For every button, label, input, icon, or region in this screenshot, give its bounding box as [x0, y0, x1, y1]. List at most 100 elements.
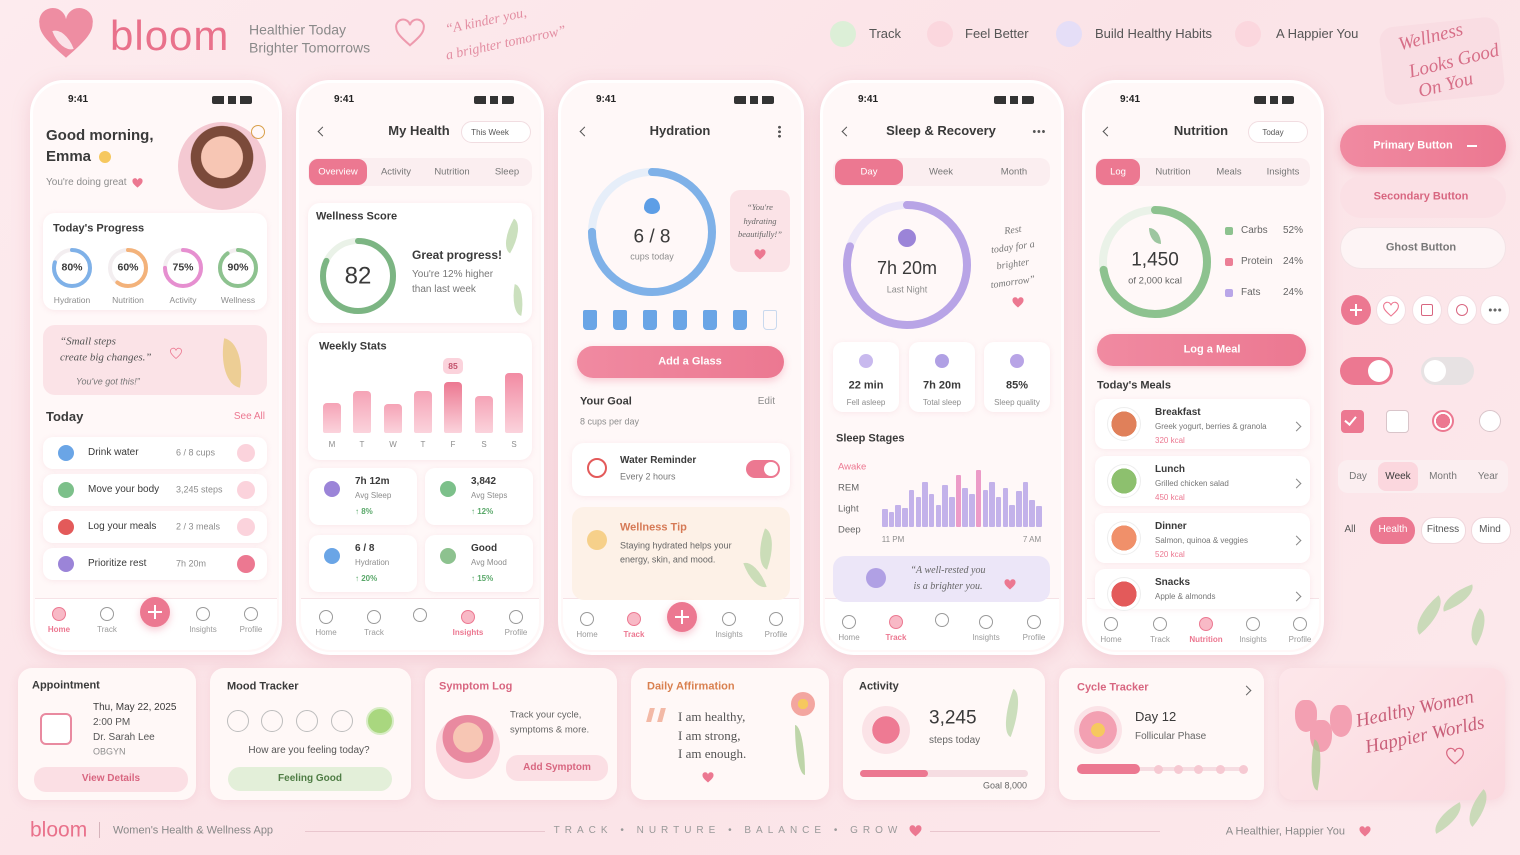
task-check[interactable] [237, 555, 255, 573]
ring-value: 90% [227, 261, 249, 274]
icon-button[interactable] [1376, 295, 1406, 325]
x-tick-label: T [359, 440, 365, 450]
status-icons [212, 96, 252, 104]
text: I am enough. [678, 746, 747, 762]
button[interactable] [1340, 227, 1506, 269]
segment[interactable]: Year [1477, 471, 1499, 482]
checkbox-off[interactable] [1386, 410, 1409, 433]
moon-icon [898, 229, 916, 247]
text: ↑ 8% [355, 507, 373, 517]
sleep-bar [989, 482, 995, 527]
nav-label[interactable]: Home [1100, 635, 1122, 645]
text: Last Night [886, 284, 928, 295]
task-check[interactable] [237, 481, 255, 499]
nav-label[interactable]: Home [838, 633, 860, 643]
text: Today's Progress [53, 222, 145, 235]
tab[interactable]: Insights [1266, 166, 1300, 178]
text: 52% [1282, 225, 1303, 236]
nav-label[interactable]: Track [364, 628, 384, 638]
icon-button[interactable] [1412, 295, 1442, 325]
ring-progress [588, 168, 716, 296]
tab[interactable]: Day [860, 166, 878, 178]
button[interactable] [228, 767, 392, 791]
button-label: Log a Meal [1183, 343, 1241, 356]
chip-label[interactable]: Mind [1479, 524, 1501, 535]
nav-label[interactable]: Insights [715, 630, 743, 640]
nav-link[interactable]: A Happier You [1276, 26, 1359, 42]
button[interactable] [1340, 176, 1506, 218]
nav-label[interactable]: Home [315, 628, 337, 638]
text: TRACK • NURTURE • BALANCE • GROW [553, 825, 903, 836]
tab[interactable]: Week [928, 166, 954, 178]
tab[interactable]: Month [1000, 166, 1028, 178]
nav-label[interactable]: Track [97, 625, 117, 635]
button[interactable] [1340, 125, 1506, 167]
nav-link[interactable]: Track [869, 26, 902, 42]
ring [588, 168, 716, 296]
radio-on[interactable] [1432, 410, 1454, 432]
food-icon [1107, 521, 1141, 555]
chip-label[interactable]: All [1344, 524, 1356, 535]
add-button[interactable] [413, 608, 427, 622]
text: You're doing great [46, 177, 127, 188]
nav-label[interactable]: Insights [972, 633, 1000, 643]
nav-label[interactable]: Track [623, 630, 645, 640]
text: Good [471, 543, 498, 554]
tab[interactable]: Nutrition [434, 166, 470, 178]
nav-icon [1056, 21, 1082, 47]
nav-label[interactable]: Profile [1022, 633, 1046, 643]
link[interactable]: See All [233, 411, 265, 422]
icon-button[interactable] [1480, 295, 1510, 325]
text: Log your meals [88, 521, 157, 532]
radio-off[interactable] [1479, 410, 1501, 432]
leaf-decor [1462, 608, 1494, 646]
add-button[interactable] [935, 613, 949, 627]
nav-label[interactable]: Track [885, 633, 907, 643]
nav-label[interactable]: Home [576, 630, 598, 640]
icon-button[interactable] [1447, 295, 1477, 325]
text: I am strong, [678, 728, 741, 744]
link[interactable]: Edit [757, 396, 775, 407]
log-meal-button[interactable] [1097, 334, 1306, 366]
heart-icon [702, 772, 714, 783]
nav-link[interactable]: Build Healthy Habits [1095, 26, 1213, 42]
tab[interactable]: Nutrition [1155, 166, 1191, 178]
sleep-stat-card [984, 342, 1050, 412]
tab[interactable]: Sleep [494, 166, 520, 178]
button[interactable] [506, 755, 608, 781]
nav-link[interactable]: Feel Better [965, 26, 1029, 42]
nav-label[interactable]: Profile [764, 630, 788, 640]
nav-label[interactable]: Insights [452, 628, 484, 638]
tab[interactable]: Overview [318, 166, 358, 178]
text: Emma [46, 148, 92, 165]
nav-label[interactable]: Insights [189, 625, 217, 635]
tab[interactable]: Meals [1216, 166, 1242, 178]
tab[interactable]: Activity [380, 166, 412, 178]
button[interactable] [34, 767, 188, 792]
nav-icon [889, 615, 903, 629]
heart-shape [702, 772, 714, 783]
text: Apple & almonds [1155, 592, 1216, 602]
nav-label[interactable]: Home [47, 625, 71, 635]
text: Water Reminder [620, 455, 697, 466]
nav-label[interactable]: Insights [1239, 635, 1267, 645]
segment[interactable]: Day [1349, 471, 1367, 482]
nav-label[interactable]: Profile [1288, 635, 1312, 645]
stat-card [309, 535, 417, 592]
segment[interactable]: Week [1385, 471, 1411, 482]
tab[interactable]: Log [1110, 166, 1126, 178]
add-glass-button[interactable] [577, 346, 784, 378]
nav-label[interactable]: Profile [239, 625, 263, 635]
chip-label[interactable]: Health [1378, 524, 1408, 535]
nav-label[interactable]: Profile [504, 628, 528, 638]
nav-label[interactable]: Nutrition [1189, 635, 1223, 645]
task-check[interactable] [237, 444, 255, 462]
nav-label[interactable]: Track [1150, 635, 1170, 645]
clock-icon [587, 458, 607, 478]
segment[interactable]: Month [1429, 471, 1457, 482]
sleep-bar [982, 489, 988, 527]
chip-label[interactable]: Fitness [1426, 524, 1460, 535]
status-time: 9:41 [68, 94, 89, 105]
checkbox-on[interactable] [1341, 410, 1364, 433]
task-check[interactable] [237, 518, 255, 536]
